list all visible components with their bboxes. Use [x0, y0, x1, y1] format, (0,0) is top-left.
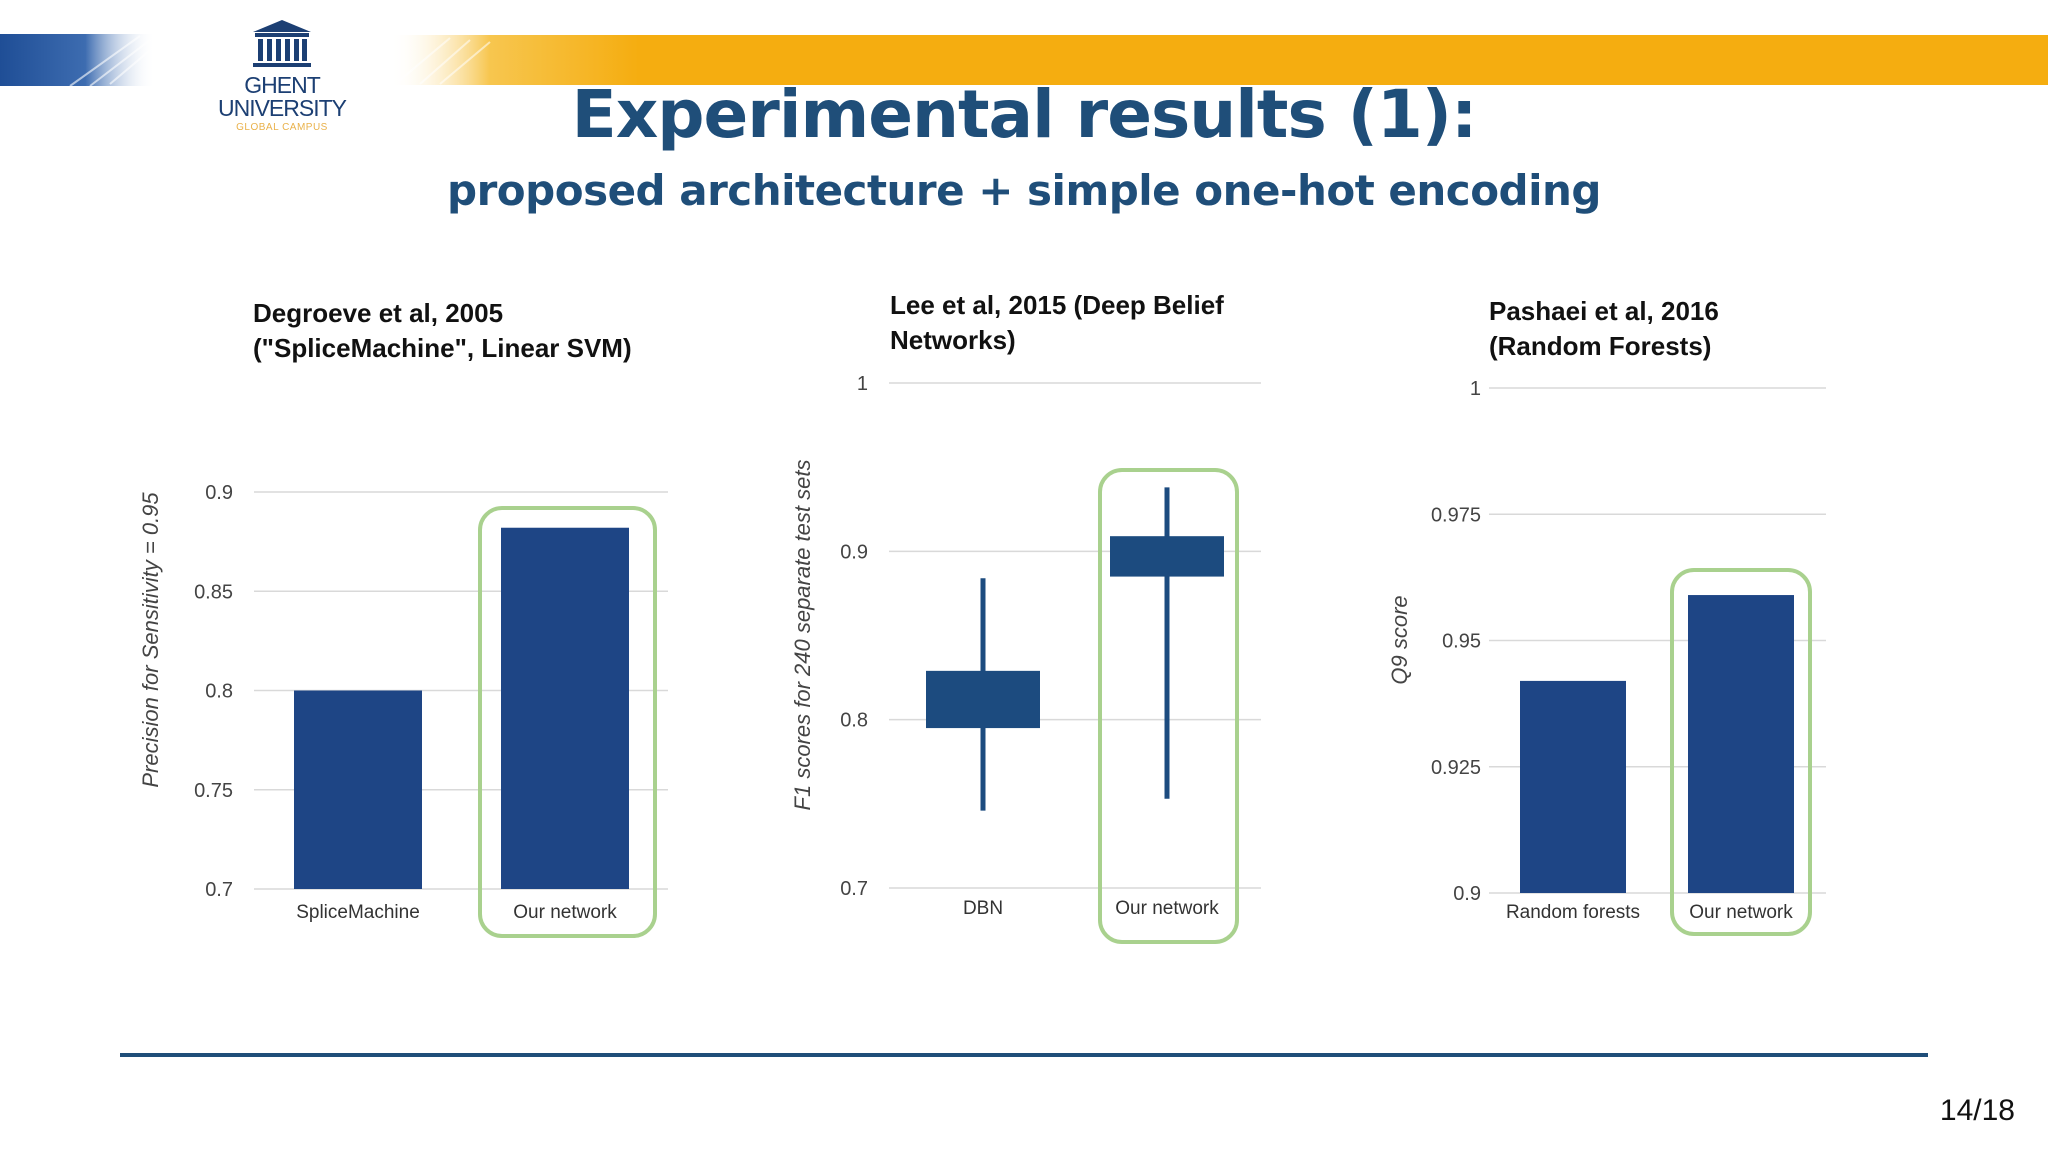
chart-1-title: Degroeve et al, 2005 ("SpliceMachine", L…	[253, 296, 632, 366]
chart-3-ytick-label: 0.975	[1431, 504, 1481, 526]
chart-3-ytick-label: 0.925	[1431, 757, 1481, 779]
chart-2-box	[1110, 536, 1224, 577]
chart-1-ytick-label: 0.8	[205, 681, 233, 703]
chart-1-bar	[294, 690, 422, 889]
chart-2-ytick-label: 0.7	[840, 878, 868, 900]
chart-2-ylabel: F1 scores for 240 separate test sets	[790, 460, 815, 811]
page-number: 14/18	[1939, 1094, 2015, 1127]
chart-1-title-line-1: Degroeve et al, 2005	[253, 298, 504, 328]
chart-1-ytick-label: 0.7	[205, 879, 233, 901]
slide-subtitle: proposed architecture + simple one-hot e…	[447, 166, 1601, 215]
gold-brush-stroke	[390, 35, 2048, 85]
slide-title: Experimental results (1):	[571, 76, 1478, 153]
chart-2-ytick-label: 1	[857, 373, 868, 395]
chart-3-title-line-1: Pashaei et al, 2016	[1489, 296, 1719, 326]
chart-2-ytick-label: 0.9	[840, 541, 868, 563]
chart-3-ytick-label: 0.9	[1453, 883, 1481, 905]
chart-3-ytick-label: 0.95	[1442, 631, 1481, 653]
chart-1-ylabel: Precision for Sensitivity = 0.95	[138, 492, 163, 788]
chart-2-category-label: DBN	[963, 898, 1003, 919]
chart-1-highlight-box	[478, 506, 657, 938]
chart-2-box	[926, 670, 1040, 729]
chart-3-ytick-label: 1	[1470, 378, 1481, 400]
chart-2-category-label: Our network	[1115, 898, 1219, 919]
chart-2-title-line-1: Lee et al, 2015 (Deep Belief	[890, 290, 1224, 320]
chart-1-ytick-label: 0.85	[194, 581, 233, 603]
header-banner	[0, 34, 2048, 87]
chart-1-category-label: Our network	[513, 902, 617, 923]
chart-3-bar	[1688, 595, 1794, 893]
footer-rule	[120, 1053, 1928, 1057]
chart-3-title-line-2: (Random Forests)	[1489, 331, 1712, 361]
chart-1-bar	[501, 527, 629, 889]
chart-3-category-label: Our network	[1689, 902, 1793, 923]
logo-line-university: UNIVERSITY	[217, 95, 347, 121]
university-logo: GHENT UNIVERSITY GLOBAL CAMPUS	[212, 18, 352, 133]
chart-3-category-label: Random forests	[1506, 902, 1640, 923]
chart-1-ytick-label: 0.75	[194, 780, 233, 802]
chart-1-ytick-label: 0.9	[205, 482, 233, 504]
chart-2-highlight-box	[1098, 468, 1239, 944]
chart-3-highlight-box	[1670, 568, 1812, 936]
chart-1-category-label: SpliceMachine	[296, 902, 420, 923]
chart-2-ytick-label: 0.8	[840, 710, 868, 732]
chart-2-title-line-2: Networks)	[890, 325, 1016, 355]
chart-3-bar	[1520, 680, 1626, 893]
chart-2-title: Lee et al, 2015 (Deep Belief Networks)	[890, 288, 1224, 358]
chart-3-title: Pashaei et al, 2016 (Random Forests)	[1489, 294, 1719, 364]
chart-1-title-line-2: ("SpliceMachine", Linear SVM)	[253, 333, 632, 363]
logo-line-ghent: GHENT	[244, 72, 321, 98]
chart-3-ylabel: Q9 score	[1387, 595, 1412, 684]
building-icon	[253, 20, 311, 67]
logo-line-campus: GLOBAL CAMPUS	[236, 122, 328, 133]
